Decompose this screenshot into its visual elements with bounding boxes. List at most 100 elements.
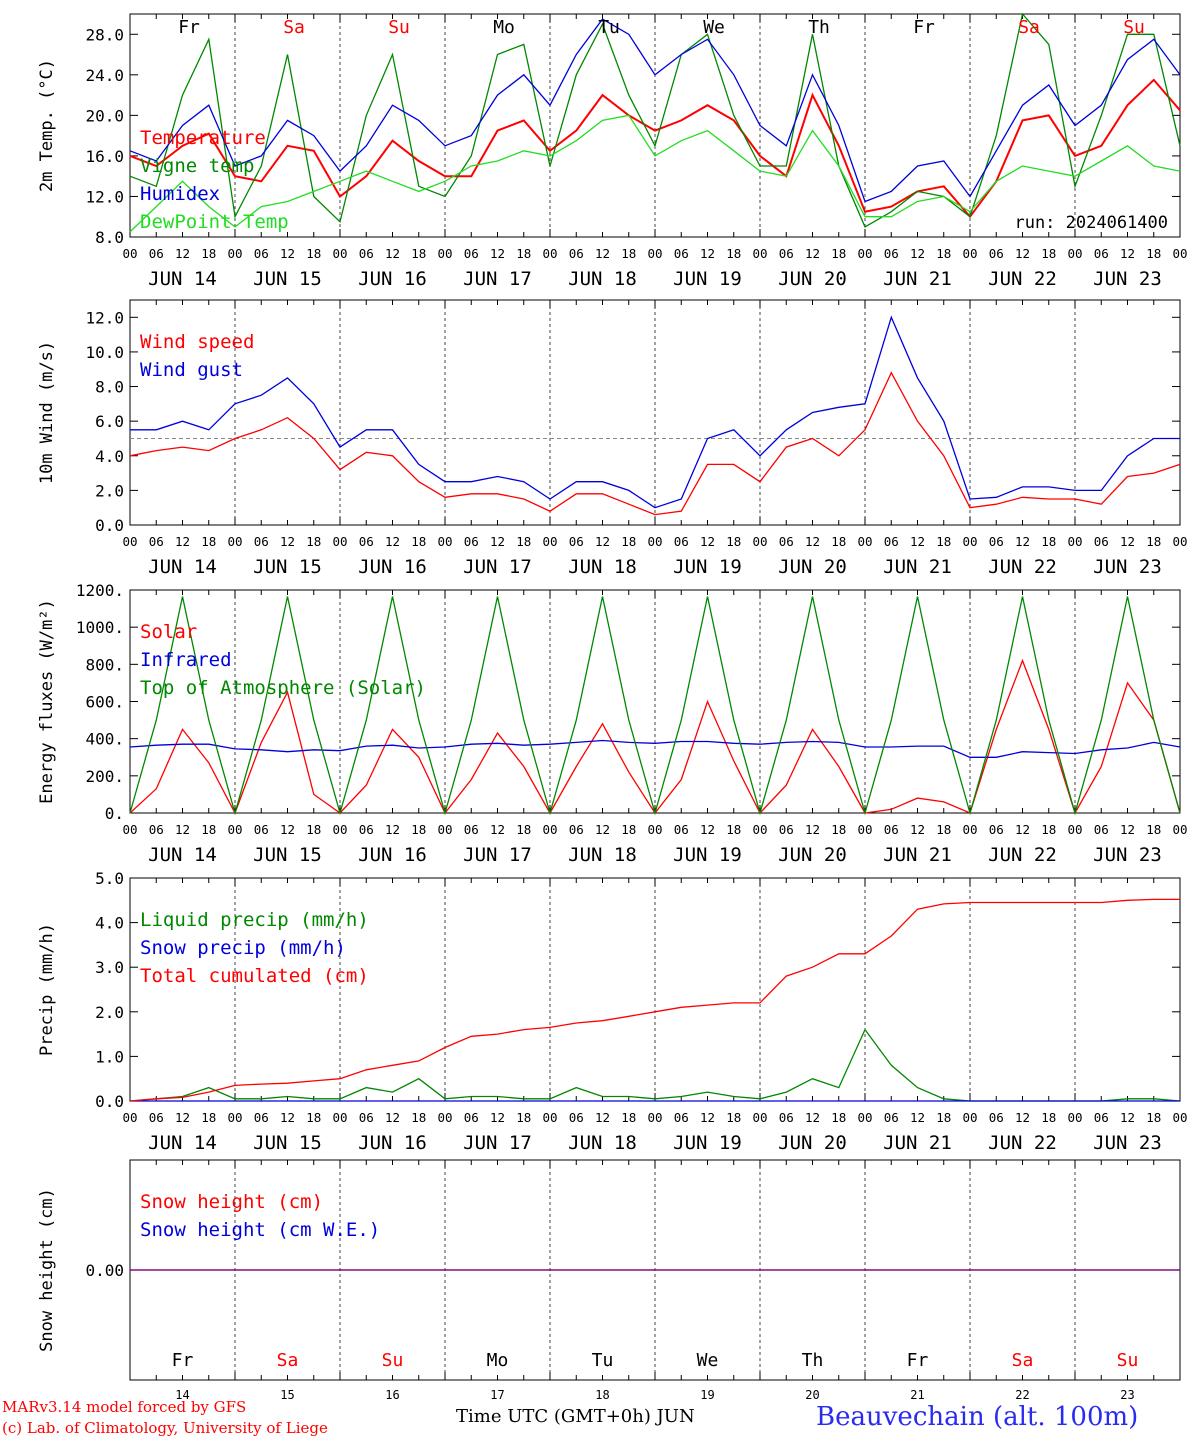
date-label: JUN 23	[1093, 556, 1162, 578]
series-wind-speed	[129, 371, 1181, 516]
day-number-label: 16	[385, 1388, 399, 1402]
hour-tick-label: 12	[175, 822, 190, 837]
hour-tick-label: 00	[332, 1110, 347, 1125]
hour-tick-label: 06	[569, 1110, 584, 1125]
date-label: JUN 17	[463, 556, 532, 578]
hour-tick-label: 00	[1067, 534, 1082, 549]
hour-tick-label: 12	[1015, 534, 1030, 549]
y-tick-label: 4.0	[95, 914, 124, 933]
date-label: JUN 20	[778, 556, 847, 578]
hour-tick-label: 00	[1172, 246, 1187, 261]
hour-tick-label: 00	[332, 822, 347, 837]
y-tick-label: 12.0	[85, 187, 124, 206]
series-infrared	[129, 739, 1181, 758]
hour-tick-label: 06	[359, 534, 374, 549]
y-tick-label: 3.0	[95, 958, 124, 977]
hour-tick-label: 12	[490, 822, 505, 837]
day-number-label: 23	[1120, 1388, 1134, 1402]
hour-tick-label: 00	[542, 534, 557, 549]
hour-tick-label: 00	[437, 1110, 452, 1125]
hour-tick-label: 00	[437, 822, 452, 837]
hour-tick-label: 06	[674, 1110, 689, 1125]
date-label: JUN 21	[883, 268, 952, 290]
hour-tick-label: 06	[464, 822, 479, 837]
hour-tick-label: 00	[1067, 246, 1082, 261]
y-tick-label: 1.0	[95, 1047, 124, 1066]
hour-tick-label: 12	[910, 822, 925, 837]
hour-tick-label: 18	[201, 534, 216, 549]
hour-tick-label: 00	[1172, 1110, 1187, 1125]
weekday-label: Th	[808, 17, 830, 38]
hour-tick-label: 18	[306, 822, 321, 837]
series-humidex	[129, 18, 1181, 203]
hour-tick-label: 06	[254, 822, 269, 837]
hour-tick-label: 06	[989, 1110, 1004, 1125]
y-tick-label: 10.0	[85, 343, 124, 362]
hour-tick-label: 18	[1146, 246, 1161, 261]
series-vigne-temp	[129, 12, 1181, 228]
hour-tick-label: 00	[857, 246, 872, 261]
hour-tick-label: 00	[227, 246, 242, 261]
hour-tick-label: 00	[752, 246, 767, 261]
y-tick-label: 0.0	[95, 516, 124, 535]
hour-tick-label: 00	[122, 1110, 137, 1125]
hour-tick-label: 12	[700, 246, 715, 261]
hour-tick-label: 06	[359, 246, 374, 261]
legend-item: Top of Atmosphere (Solar)	[140, 677, 426, 699]
hour-tick-label: 00	[857, 1110, 872, 1125]
x-axis-label: Time UTC (GMT+0h) JUN	[456, 1406, 695, 1427]
hour-tick-label: 00	[332, 534, 347, 549]
weekday-label: Fr	[172, 1350, 194, 1371]
hour-tick-label: 18	[621, 822, 636, 837]
hour-tick-label: 06	[884, 822, 899, 837]
hour-tick-label: 00	[332, 246, 347, 261]
hour-tick-label: 18	[936, 1110, 951, 1125]
legend-item: Wind gust	[140, 359, 243, 381]
energy-frame	[129, 589, 1181, 814]
hour-tick-label: 06	[149, 1110, 164, 1125]
hour-tick-label: 12	[910, 1110, 925, 1125]
y-tick-label: 0.00	[85, 1261, 124, 1280]
hour-tick-label: 18	[1146, 822, 1161, 837]
hour-tick-label: 06	[674, 246, 689, 261]
date-label: JUN 19	[673, 844, 742, 866]
hour-tick-label: 18	[201, 1110, 216, 1125]
date-label: JUN 14	[148, 268, 217, 290]
date-label: JUN 23	[1093, 1132, 1162, 1154]
hour-tick-label: 06	[989, 822, 1004, 837]
y-tick-label: 2.0	[95, 481, 124, 500]
hour-tick-label: 06	[149, 822, 164, 837]
legend-item: Snow precip (mm/h)	[140, 937, 346, 959]
hour-tick-label: 00	[437, 534, 452, 549]
hour-tick-label: 18	[411, 822, 426, 837]
hour-tick-label: 06	[359, 822, 374, 837]
day-number-label: 20	[805, 1388, 819, 1402]
hour-tick-label: 12	[805, 822, 820, 837]
hour-tick-label: 06	[989, 534, 1004, 549]
date-label: JUN 19	[673, 1132, 742, 1154]
y-tick-label: 6.0	[95, 412, 124, 431]
hour-tick-label: 00	[752, 822, 767, 837]
hour-tick-label: 12	[385, 1110, 400, 1125]
hour-tick-label: 00	[227, 822, 242, 837]
legend-item: Temperature	[140, 127, 266, 149]
hour-tick-label: 00	[647, 1110, 662, 1125]
hour-tick-label: 06	[464, 534, 479, 549]
hour-tick-label: 00	[437, 246, 452, 261]
legend-item: DewPoint Temp	[140, 211, 289, 233]
y-tick-label: 0.	[105, 804, 124, 823]
hour-tick-label: 00	[122, 534, 137, 549]
date-label: JUN 21	[883, 1132, 952, 1154]
weekday-label: Sa	[277, 1350, 299, 1371]
legend-item: Infrared	[140, 649, 232, 671]
y-tick-label: 28.0	[85, 25, 124, 44]
hour-tick-label: 06	[149, 534, 164, 549]
weekday-label: Fr	[907, 1350, 929, 1371]
date-label: JUN 22	[988, 844, 1057, 866]
hour-tick-label: 06	[884, 534, 899, 549]
date-label: JUN 18	[568, 268, 637, 290]
hour-tick-label: 12	[700, 1110, 715, 1125]
y-tick-label: 2.0	[95, 1003, 124, 1022]
lab-credit: (c) Lab. of Climatology, University of L…	[2, 1419, 328, 1437]
legend-item: Humidex	[140, 183, 220, 205]
